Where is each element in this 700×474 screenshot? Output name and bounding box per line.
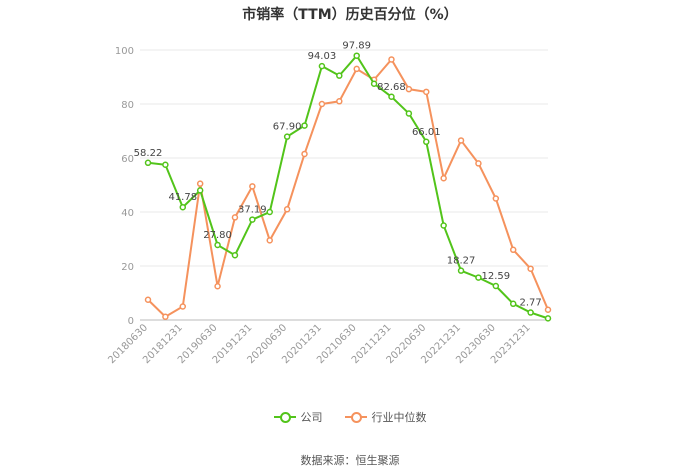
data-point-industry xyxy=(527,265,534,272)
data-point-company xyxy=(266,208,273,216)
chart-legend: 公司 行业中位数 xyxy=(0,409,700,425)
data-label-company: 41.78 xyxy=(168,192,197,203)
data-point-industry xyxy=(196,180,204,187)
data-point-company xyxy=(162,161,169,168)
data-point-company xyxy=(509,300,517,308)
legend-industry-label: 行业中位数 xyxy=(371,411,427,424)
y-tick-label: 40 xyxy=(121,208,134,219)
data-point-company xyxy=(527,309,534,316)
data-point-industry xyxy=(301,150,308,158)
data-point-company xyxy=(457,267,465,274)
data-point-company xyxy=(370,80,378,87)
data-point-industry xyxy=(423,88,430,96)
data-label-company: 67.90 xyxy=(273,122,302,133)
data-point-company xyxy=(423,138,430,146)
y-tick-label: 60 xyxy=(121,154,134,165)
y-tick-label: 100 xyxy=(115,46,134,57)
legend-industry-marker-icon xyxy=(344,411,367,423)
data-point-industry xyxy=(266,237,273,244)
data-source: 数据来源：恒生聚源 xyxy=(300,454,400,467)
data-point-company xyxy=(318,62,326,70)
data-point-industry xyxy=(405,85,413,93)
data-label-company: 18.27 xyxy=(447,256,476,267)
data-point-company xyxy=(475,274,482,281)
legend-item-industry[interactable]: 行业中位数 xyxy=(344,409,427,425)
data-point-company xyxy=(144,159,152,167)
y-tick-label: 0 xyxy=(128,316,134,327)
data-point-industry xyxy=(162,313,169,321)
data-point-company xyxy=(492,282,500,290)
data-point-company xyxy=(388,93,395,101)
data-point-company xyxy=(544,315,552,322)
data-label-company: 2.77 xyxy=(519,298,541,309)
data-label-company: 82.68 xyxy=(377,82,406,93)
data-label-company: 97.89 xyxy=(342,41,371,52)
y-tick-label: 20 xyxy=(121,262,134,273)
data-point-company xyxy=(301,122,308,129)
data-point-company xyxy=(196,187,204,194)
data-label-company: 94.03 xyxy=(308,51,337,62)
data-point-industry xyxy=(388,56,395,63)
data-point-industry xyxy=(440,175,447,182)
data-point-industry xyxy=(249,183,256,190)
data-point-industry xyxy=(144,296,152,303)
y-tick-label: 80 xyxy=(121,100,134,111)
data-point-industry xyxy=(509,246,517,254)
legend-company-marker-icon xyxy=(273,411,296,423)
data-point-company xyxy=(440,222,447,229)
series-line-industry xyxy=(147,57,549,319)
data-label-company: 12.59 xyxy=(482,271,511,282)
data-label-company: 27.80 xyxy=(203,230,232,241)
data-label-company: 58.22 xyxy=(134,148,163,159)
data-point-industry xyxy=(544,306,552,313)
data-point-company xyxy=(231,251,239,259)
data-point-company xyxy=(405,110,413,117)
line-chart: 0204060801002018063020181231201906302019… xyxy=(106,41,552,366)
data-label-company: 66.01 xyxy=(412,127,441,138)
data-point-industry xyxy=(214,283,221,290)
data-point-industry xyxy=(318,100,326,108)
data-point-industry xyxy=(492,195,500,202)
data-point-industry xyxy=(231,214,239,221)
data-label-company: 37.19 xyxy=(238,205,267,216)
legend-company-label: 公司 xyxy=(300,411,323,424)
data-point-company xyxy=(353,52,360,59)
data-point-company xyxy=(179,203,187,211)
data-point-industry xyxy=(179,303,187,310)
chart-title: 市销率（TTM）历史百分位（%） xyxy=(242,7,458,23)
data-point-company xyxy=(214,241,221,249)
data-point-industry xyxy=(457,137,465,144)
data-point-company xyxy=(249,216,256,223)
data-point-company xyxy=(283,133,291,140)
data-point-industry xyxy=(336,98,343,105)
data-point-industry xyxy=(283,206,291,213)
data-point-industry xyxy=(353,65,360,73)
data-point-industry xyxy=(475,160,482,167)
legend-item-company[interactable]: 公司 xyxy=(273,409,323,425)
data-point-company xyxy=(336,72,343,79)
